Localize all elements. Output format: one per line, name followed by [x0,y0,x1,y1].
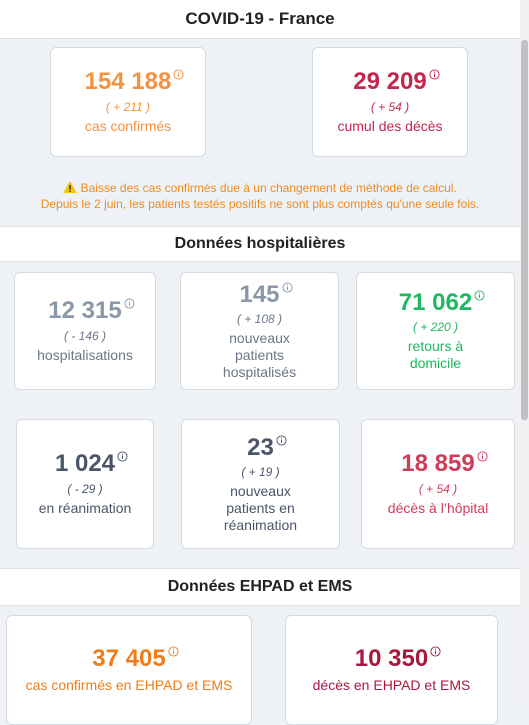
stat-delta: ( + 54 ) [418,481,458,496]
stat-card: 71 062 ( + 220 ) retours à domicile [356,272,515,390]
warning-text: Baisse des cas confirmés due à un change… [80,181,457,195]
stat-delta: ( + 54 ) [370,99,410,114]
stat-card: 12 315 ( - 146 ) hospitalisations [14,272,156,390]
stat-label: hospitalisations [37,346,133,363]
stat-label: en réanimation [38,499,132,516]
stat-value: 37 405 [92,645,179,673]
stat-value: 18 859 [401,450,488,478]
section-title: Données hospitalières [174,235,346,252]
header: COVID-19 - France [0,0,520,39]
info-icon[interactable] [281,282,293,293]
stat-label: décès à l’hôpital [387,499,489,516]
stat-value-text: 12 315 [48,297,122,325]
info-icon[interactable] [477,451,488,462]
stat-delta: ( - 146 ) [63,328,106,343]
stat-value: 23 [247,433,287,461]
scrollbar-thumb[interactable] [521,40,528,420]
stat-value: 12 315 [48,297,135,325]
stat-label: cas confirmés [84,117,172,134]
stat-card: 154 188 ( + 211 ) cas confirmés [50,47,206,157]
stat-card: 23 ( + 19 ) nouveaux patients en réanimati… [181,419,340,549]
section-title: Données EHPAD et EMS [167,578,353,595]
info-icon[interactable] [430,646,441,657]
stat-card: 145 ( + 108 ) nouveaux patients hospitalis… [180,272,339,390]
stat-value-text: 18 859 [401,450,475,478]
warning: Baisse des cas confirmés due à un change… [0,180,520,212]
warning-icon [63,181,78,193]
scrollbar[interactable] [520,0,529,707]
info-icon[interactable] [168,646,179,657]
stat-label: nouveaux patients hospitalisés [222,330,297,380]
info-icon[interactable] [117,451,128,462]
stat-label: décès en EHPAD et EMS [312,676,471,693]
stat-value-text: 23 [247,433,274,461]
stat-value: 29 209 [353,68,440,96]
section-header: Données EHPAD et EMS [0,568,520,606]
stat-value-text: 37 405 [92,645,166,673]
warning-line: Baisse des cas confirmés due à un change… [0,180,520,196]
stat-label: cumul des décès [337,117,443,134]
stat-card: 37 405 cas confirmés en EHPAD et EMS [6,615,252,725]
section-header: Données hospitalières [0,226,520,262]
stat-label: retours à domicile [407,338,464,372]
info-icon[interactable] [124,298,135,309]
stat-card: 10 350 décès en EHPAD et EMS [285,615,498,725]
stat-card: 18 859 ( + 54 ) décès à l’hôpital [361,419,515,549]
stat-delta: ( + 211 ) [105,99,151,114]
stat-value: 10 350 [354,645,441,673]
info-icon[interactable] [474,290,485,301]
stat-label: cas confirmés en EHPAD et EMS [25,676,233,693]
info-icon[interactable] [276,435,287,446]
header-title: COVID-19 - France [185,9,335,28]
stat-delta: ( + 19 ) [241,465,280,479]
stat-card: 29 209 ( + 54 ) cumul des décès [312,47,468,157]
info-icon[interactable] [173,69,184,80]
stat-value-text: 154 188 [84,68,172,96]
stat-value: 145 [239,280,293,308]
stat-delta: ( + 220 ) [412,320,459,335]
stat-value: 71 062 [398,289,485,316]
stat-card: 1 024 ( - 29 ) en réanimation [16,419,154,549]
stat-delta: ( - 29 ) [67,481,103,496]
stat-label: nouveaux patients en réanimation [223,483,298,533]
stat-value-text: 10 350 [354,645,429,673]
info-icon[interactable] [429,69,440,80]
stat-value-text: 145 [239,280,280,308]
stat-value-text: 29 209 [353,68,427,96]
stat-value: 154 188 [84,68,184,96]
warning-line: Depuis le 2 juin, les patients testés po… [40,197,480,211]
stat-value: 1 024 [54,450,128,478]
stat-value-text: 71 062 [398,289,473,316]
stat-value-text: 1 024 [54,450,116,478]
stat-delta: ( + 108 ) [236,312,283,326]
